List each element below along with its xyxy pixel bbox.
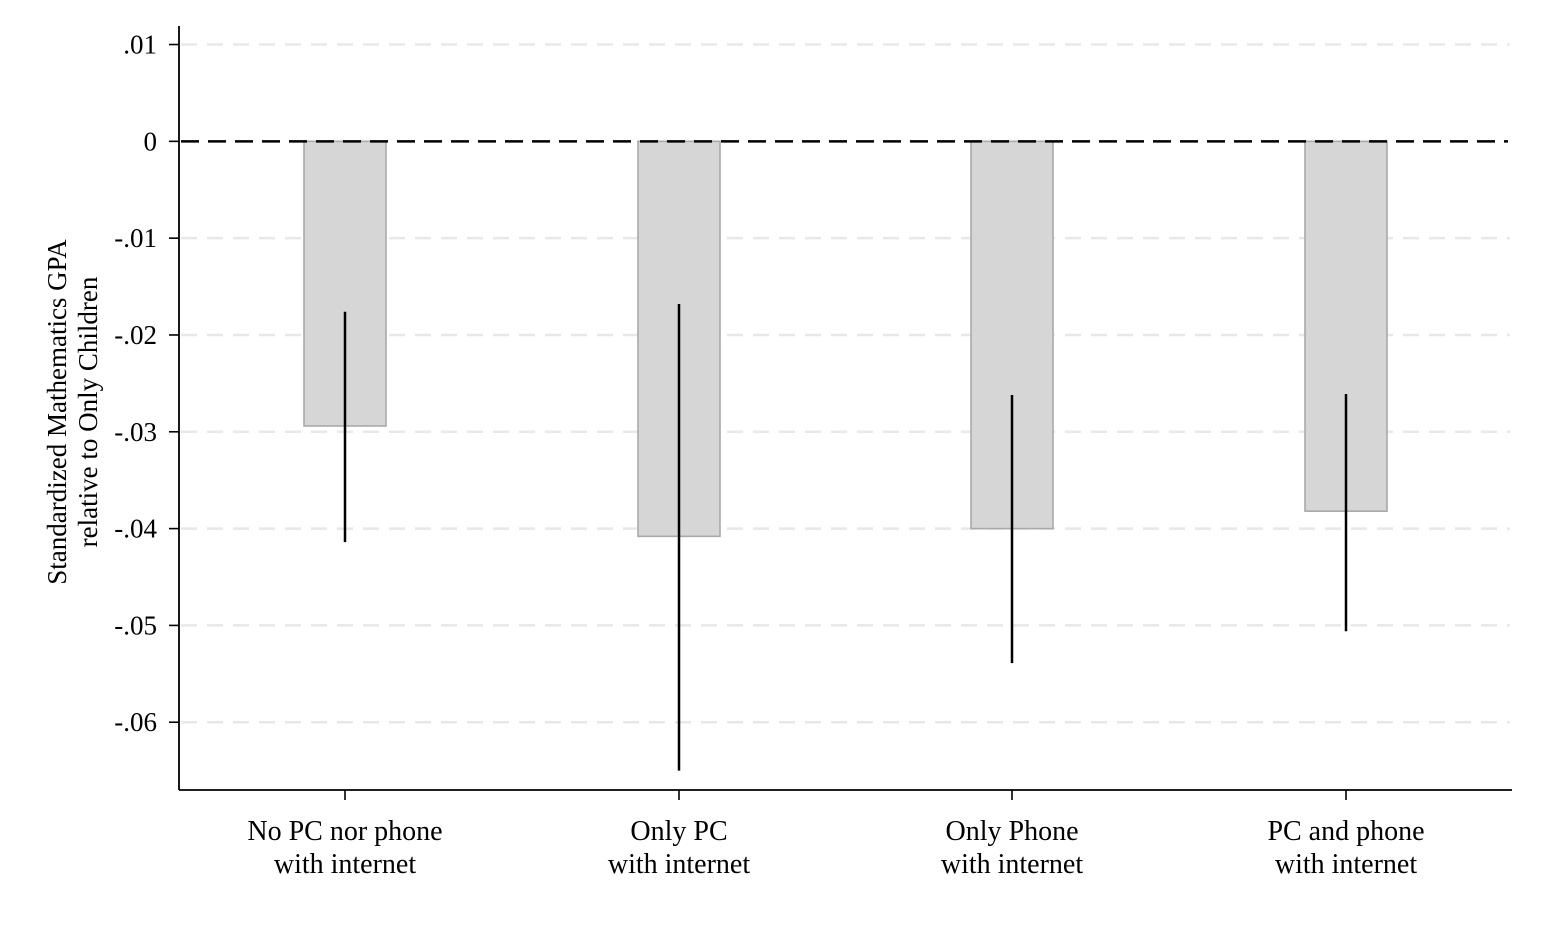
y-tick-label: 0 [144, 126, 158, 156]
x-tick-label: Only Phone with internet [941, 816, 1084, 880]
x-tick-label-line: PC and phone [1267, 816, 1424, 847]
y-tick-label: -.01 [114, 223, 157, 253]
y-axis-title-line: relative to Only Children [73, 276, 103, 547]
x-tick-label-line: with internet [1275, 849, 1418, 880]
label-layer: .01 0 -.01 -.02 -.03 -.04 -.05 -.06 No PC nor ph… [42, 30, 1425, 880]
y-tick-label: -.06 [114, 707, 157, 737]
x-tick-label-line: No PC nor phone [247, 816, 442, 847]
x-tick-label-line: Only PC [630, 816, 727, 847]
axis-layer [169, 26, 1512, 800]
x-tick-label: PC and phone with internet [1267, 816, 1424, 880]
x-tick-label: No PC nor phone with internet [247, 816, 442, 880]
y-tick-label: -.05 [114, 610, 157, 640]
error-bar-layer [343, 303, 1348, 771]
y-tick-label: -.02 [114, 320, 157, 350]
y-tick-label: -.04 [114, 514, 157, 544]
grid-layer [181, 43, 1510, 724]
x-tick-label: Only PC with internet [608, 816, 751, 880]
y-axis-title-line: Standardized Mathematics GPA [42, 239, 72, 585]
x-tick-label-line: with internet [608, 849, 751, 880]
y-axis-title: Standardized Mathematics GPArelative to … [42, 239, 103, 585]
x-tick-label-line: with internet [941, 849, 1084, 880]
y-tick-label: -.03 [114, 417, 157, 447]
bar-layer [303, 140, 1388, 538]
x-tick-label-line: Only Phone [946, 816, 1079, 847]
x-tick-label-line: with internet [274, 849, 417, 880]
y-tick-label: .01 [123, 30, 157, 60]
